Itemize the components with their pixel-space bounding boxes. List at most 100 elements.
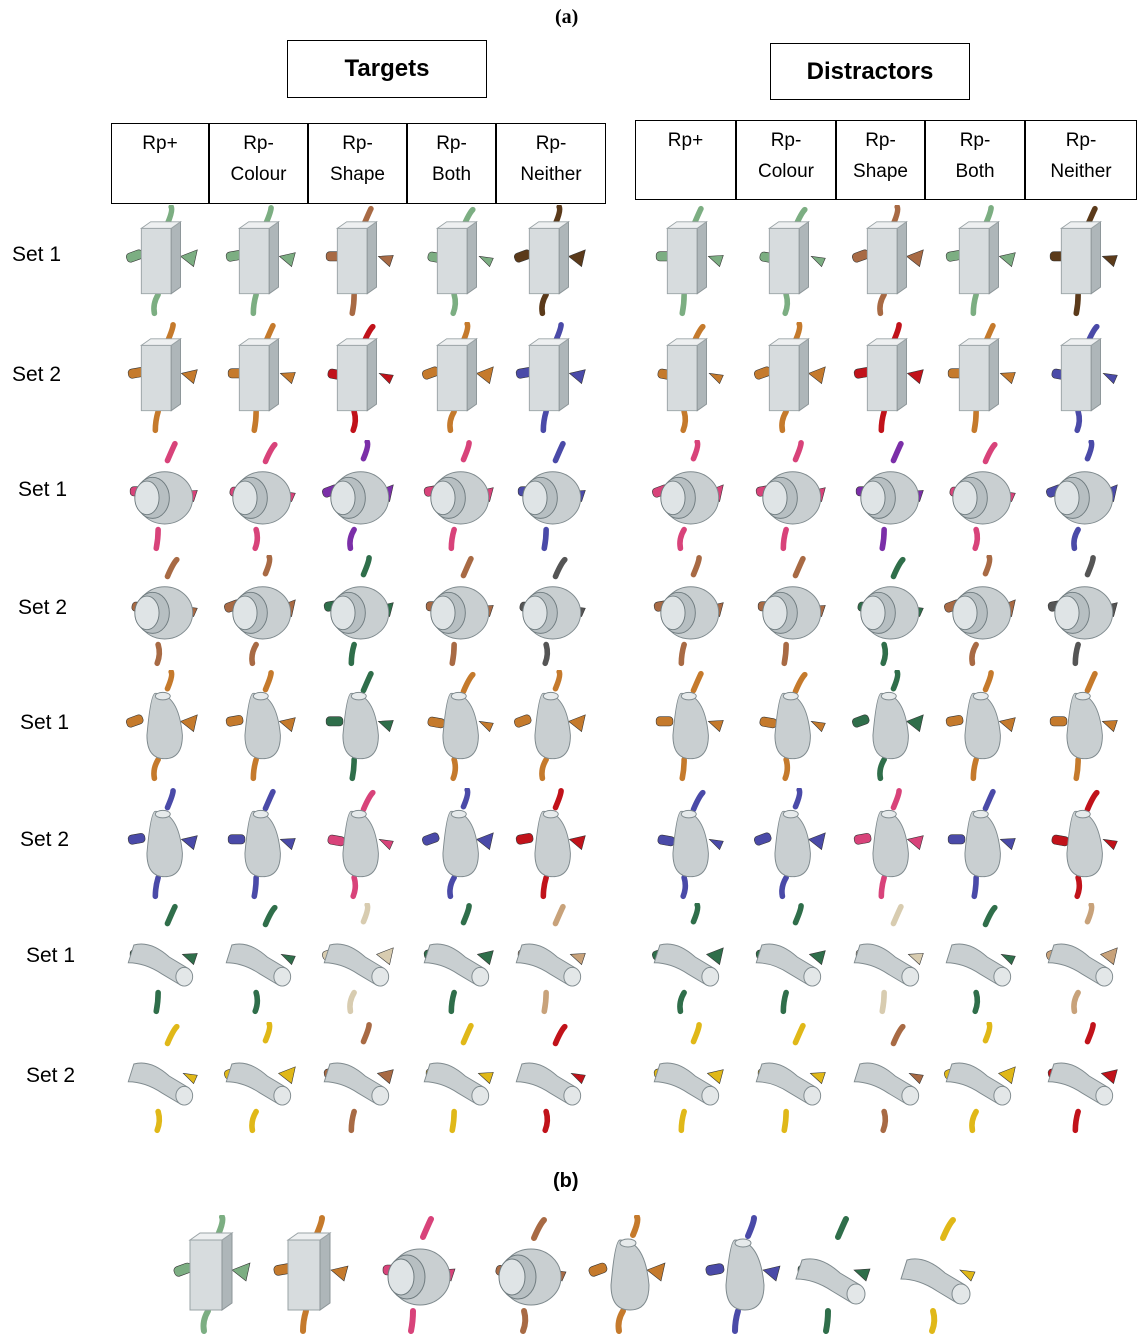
distractors-cond-rp-colour: Rp- Colour	[736, 120, 836, 200]
distractor-stimulus-r8-c4	[944, 1022, 1016, 1134]
target-stimulus-r1-c4	[427, 206, 494, 317]
target-stimulus-r1-c3	[325, 205, 394, 317]
target-stimulus-r2-c5	[515, 322, 586, 434]
distractor-stimulus-r6-c3	[853, 788, 924, 900]
distractor-stimulus-r2-c4	[947, 322, 1016, 434]
target-stimulus-r3-c3	[322, 440, 394, 552]
distractors-cond-rp-neither: Rp- Neither	[1025, 120, 1137, 200]
distractor-stimulus-r2-c1	[657, 323, 724, 434]
target-stimulus-r8-c2	[224, 1022, 296, 1134]
target-stimulus-r5-c4	[427, 671, 494, 782]
target-stimulus-r7-c5	[515, 903, 586, 1015]
target-stimulus-r2-c3	[327, 323, 394, 434]
distractor-stimulus-r6-c4	[947, 788, 1016, 900]
row-label-8: Set 2	[26, 1064, 76, 1087]
distractor-stimulus-r3-c1	[652, 440, 724, 552]
distractor-stimulus-r1-c1	[655, 205, 724, 317]
distractor-stimulus-r2-c2	[754, 322, 826, 434]
distractor-stimulus-r6-c1	[657, 789, 724, 900]
row-label-1: Set 1	[12, 243, 62, 266]
targets-cond-rp-both: Rp- Both	[407, 123, 496, 204]
distractors-cond-rp-plus: Rp+	[635, 120, 736, 200]
distractor-stimulus-r8-c1	[653, 1022, 724, 1134]
row-label-5: Set 1	[20, 711, 70, 734]
row-label-4: Set 2	[18, 596, 68, 619]
target-stimulus-r6-c3	[327, 789, 394, 900]
row-label-6: Set 2	[20, 828, 70, 851]
target-stimulus-r6-c1	[127, 788, 198, 900]
distractor-stimulus-r8-c5	[1047, 1022, 1118, 1134]
distractor-stimulus-r5-c3	[852, 670, 924, 782]
panel-b-stimulus-7	[795, 1216, 871, 1334]
distractor-stimulus-r1-c2	[759, 206, 826, 317]
targets-header: Targets	[287, 40, 487, 98]
distractor-stimulus-r6-c2	[754, 788, 826, 900]
target-stimulus-r4-c4	[425, 555, 494, 667]
distractor-stimulus-r7-c2	[755, 903, 826, 1015]
target-stimulus-r4-c3	[323, 555, 394, 667]
distractor-stimulus-r5-c1	[655, 670, 724, 782]
row-label-7: Set 1	[26, 944, 76, 967]
target-stimulus-r2-c1	[127, 322, 198, 434]
target-stimulus-r4-c5	[519, 556, 586, 667]
panel-b-stimulus-5	[588, 1215, 666, 1334]
target-stimulus-r2-c2	[227, 322, 296, 434]
distractor-stimulus-r3-c5	[1046, 440, 1118, 552]
distractor-stimulus-r7-c3	[853, 903, 924, 1015]
distractor-stimulus-r6-c5	[1051, 789, 1118, 900]
distractor-stimulus-r2-c3	[853, 322, 924, 434]
target-stimulus-r6-c5	[515, 788, 586, 900]
target-stimulus-r1-c1	[126, 205, 198, 317]
distractor-stimulus-r7-c1	[652, 903, 724, 1015]
target-stimulus-r1-c5	[514, 205, 586, 317]
distractors-header: Distractors	[770, 43, 970, 100]
panel-b-stimulus-2	[273, 1215, 349, 1334]
target-stimulus-r5-c1	[126, 670, 198, 782]
target-stimulus-r8-c4	[423, 1022, 494, 1134]
distractors-cond-rp-both: Rp- Both	[925, 120, 1025, 200]
targets-cond-rp-shape: Rp- Shape	[308, 123, 407, 204]
target-stimulus-r3-c5	[517, 440, 586, 552]
distractor-stimulus-r5-c4	[945, 670, 1016, 782]
distractor-stimulus-r4-c1	[653, 555, 724, 667]
row-label-2: Set 2	[12, 363, 62, 386]
distractor-stimulus-r4-c5	[1047, 555, 1118, 667]
distractor-stimulus-r1-c4	[945, 205, 1016, 317]
target-stimulus-r1-c2	[225, 205, 296, 317]
target-stimulus-r3-c2	[229, 441, 296, 552]
target-stimulus-r3-c4	[423, 440, 494, 552]
distractor-stimulus-r4-c2	[757, 555, 826, 667]
distractor-stimulus-r7-c5	[1046, 903, 1118, 1015]
distractor-stimulus-r8-c3	[853, 1023, 924, 1134]
distractor-stimulus-r2-c5	[1051, 323, 1118, 434]
distractor-stimulus-r5-c5	[1049, 670, 1118, 782]
panel-b-stimulus-6	[705, 1215, 781, 1334]
target-stimulus-r7-c4	[423, 903, 494, 1015]
target-stimulus-r8-c1	[127, 1023, 198, 1134]
distractor-stimulus-r5-c2	[759, 671, 826, 782]
targets-cond-rp-colour: Rp- Colour	[209, 123, 308, 204]
distractor-stimulus-r3-c4	[949, 441, 1016, 552]
panel-b-stimulus-8	[900, 1217, 976, 1334]
target-stimulus-r5-c5	[514, 670, 586, 782]
panel-b-stimulus-1	[173, 1215, 251, 1334]
panel-a-label: (a)	[555, 6, 579, 28]
target-stimulus-r5-c3	[325, 670, 394, 782]
distractor-stimulus-r4-c4	[944, 555, 1016, 667]
target-stimulus-r7-c2	[225, 904, 296, 1015]
target-stimulus-r4-c2	[224, 555, 296, 667]
target-stimulus-r8-c5	[515, 1023, 586, 1134]
distractor-stimulus-r1-c5	[1049, 205, 1118, 317]
panel-b-label: (b)	[553, 1170, 579, 1192]
distractor-stimulus-r4-c3	[857, 556, 924, 667]
target-stimulus-r7-c3	[322, 903, 394, 1015]
target-stimulus-r5-c2	[225, 670, 296, 782]
row-label-3: Set 1	[18, 478, 68, 501]
target-stimulus-r6-c4	[422, 788, 494, 900]
panel-b-stimulus-4	[495, 1217, 567, 1334]
target-stimulus-r7-c1	[127, 903, 198, 1015]
targets-cond-rp-plus: Rp+	[111, 123, 209, 204]
targets-cond-rp-neither: Rp- Neither	[496, 123, 606, 204]
distractors-cond-rp-shape: Rp- Shape	[836, 120, 925, 200]
distractor-stimulus-r3-c2	[755, 440, 826, 552]
